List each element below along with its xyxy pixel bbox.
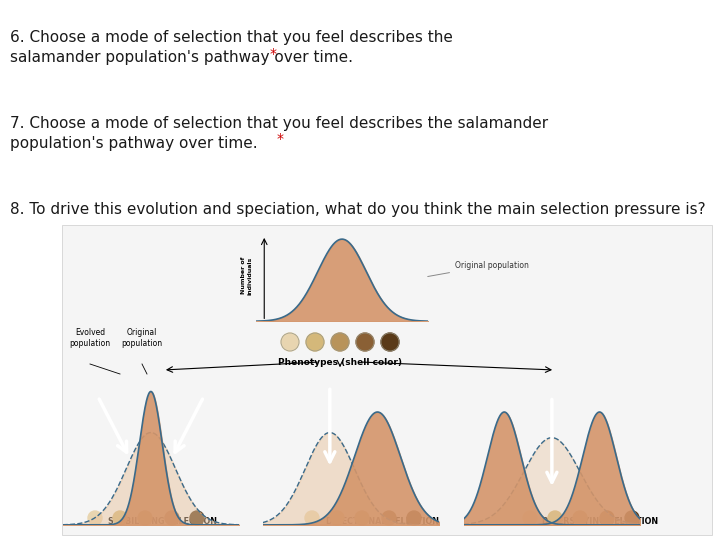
Circle shape — [382, 511, 396, 525]
Circle shape — [356, 333, 374, 351]
Text: Phenotypes (shell color): Phenotypes (shell color) — [278, 358, 402, 367]
Circle shape — [548, 511, 562, 525]
Circle shape — [113, 511, 127, 525]
Circle shape — [331, 333, 349, 351]
Circle shape — [355, 511, 369, 525]
Circle shape — [381, 333, 399, 351]
Circle shape — [306, 333, 324, 351]
Text: 6. Choose a mode of selection that you feel describes the
salamander population': 6. Choose a mode of selection that you f… — [10, 30, 453, 65]
Circle shape — [305, 511, 319, 525]
Text: *: * — [277, 132, 284, 146]
Circle shape — [281, 333, 299, 351]
Circle shape — [138, 511, 152, 525]
Circle shape — [573, 511, 587, 525]
Circle shape — [330, 511, 344, 525]
Circle shape — [523, 511, 537, 525]
Circle shape — [625, 511, 639, 525]
Circle shape — [407, 511, 421, 525]
FancyBboxPatch shape — [62, 225, 712, 535]
Text: *: * — [270, 47, 277, 61]
Text: DIVERSIFYING SELECTION: DIVERSIFYING SELECTION — [542, 517, 658, 526]
Circle shape — [165, 511, 179, 525]
Circle shape — [600, 511, 614, 525]
Text: STABILIZING SELECTION: STABILIZING SELECTION — [109, 517, 217, 526]
Text: Evolved
population: Evolved population — [69, 328, 111, 348]
Text: Number of
individuals: Number of individuals — [241, 257, 252, 295]
Text: Original population: Original population — [428, 260, 529, 276]
Circle shape — [88, 511, 102, 525]
Text: Original
population: Original population — [122, 328, 163, 348]
Text: 8. To drive this evolution and speciation, what do you think the main selection : 8. To drive this evolution and speciatio… — [10, 202, 706, 217]
Text: 7. Choose a mode of selection that you feel describes the salamander
population': 7. Choose a mode of selection that you f… — [10, 116, 548, 151]
Circle shape — [190, 511, 204, 525]
Text: DIRECTIONAL SELECTION: DIRECTIONAL SELECTION — [325, 517, 438, 526]
